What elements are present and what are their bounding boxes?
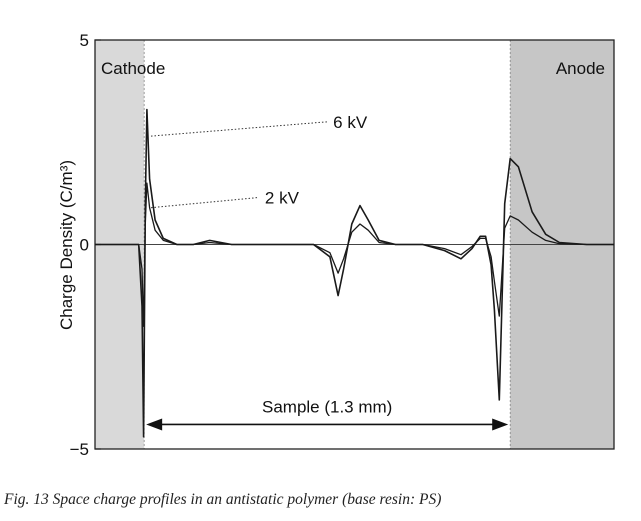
figure-caption: Fig. 13 Space charge profiles in an anti… <box>4 491 442 508</box>
y-axis-label: Charge Density (C/m³) <box>57 160 76 330</box>
series-label-2kv: 2 kV <box>265 188 300 207</box>
anode-label: Anode <box>556 59 605 78</box>
y-tick-label: −5 <box>70 440 89 459</box>
series-line-2kv <box>95 182 614 327</box>
cathode-label: Cathode <box>101 59 165 78</box>
sample-arrow-left-head <box>146 418 163 431</box>
sample-dimension: Sample (1.3 mm) <box>146 397 509 431</box>
series-label-6kv: 6 kV <box>333 113 368 132</box>
series-lines <box>95 108 614 438</box>
series-callouts: 6 kV 2 kV <box>150 113 368 209</box>
sample-arrow-right-head <box>492 418 509 431</box>
callout-line-2kv <box>150 196 259 209</box>
y-tick-label: 0 <box>80 236 89 255</box>
y-tick-label: 5 <box>80 31 89 50</box>
series-line-6kv <box>95 108 614 438</box>
sample-label: Sample (1.3 mm) <box>262 397 392 416</box>
callout-line-6kv <box>150 121 328 137</box>
